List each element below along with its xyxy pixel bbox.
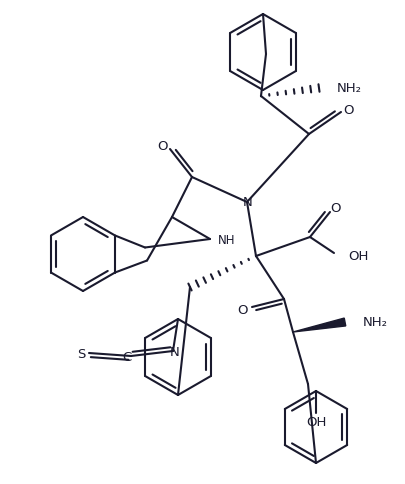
Text: S: S — [77, 348, 85, 361]
Text: O: O — [157, 139, 167, 152]
Text: C: C — [122, 351, 132, 364]
Text: OH: OH — [348, 250, 369, 263]
Text: OH: OH — [306, 416, 326, 429]
Text: NH₂: NH₂ — [363, 316, 388, 329]
Polygon shape — [293, 318, 346, 333]
Text: NH₂: NH₂ — [337, 82, 362, 95]
Text: O: O — [331, 201, 341, 214]
Text: O: O — [238, 303, 248, 316]
Text: N: N — [243, 195, 253, 208]
Text: NH: NH — [218, 234, 235, 247]
Text: N: N — [170, 346, 180, 359]
Text: O: O — [344, 103, 354, 116]
